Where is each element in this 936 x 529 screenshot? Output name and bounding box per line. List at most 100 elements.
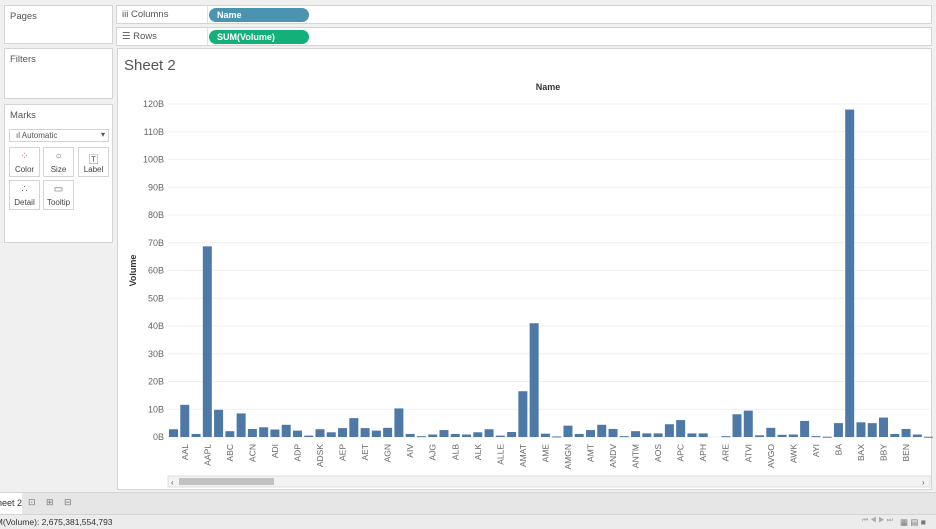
bar	[259, 427, 269, 437]
detail-label: Detail	[14, 198, 35, 207]
tooltip-button[interactable]: ▭ Tooltip	[43, 180, 74, 210]
bar	[270, 429, 280, 437]
size-label: Size	[50, 165, 67, 174]
bar	[879, 417, 889, 437]
bar	[292, 430, 302, 437]
y-tick-label: 90B	[148, 182, 164, 192]
bar	[428, 434, 438, 437]
pages-card[interactable]: Pages	[4, 5, 113, 44]
sheet-view: Sheet 2 Name Volume 0B 10B 20B 30B 40B 50B 60B 70…	[117, 48, 933, 490]
x-tick-label: APH	[698, 444, 708, 461]
bar	[507, 432, 517, 437]
bar	[856, 422, 866, 437]
size-button[interactable]: ○ Size	[43, 147, 74, 177]
bar	[495, 435, 505, 437]
bar	[439, 430, 449, 437]
bar	[405, 433, 415, 437]
view-mode-icon[interactable]: ▦ ▤ ■	[900, 517, 926, 527]
scroll-left-icon[interactable]: ‹	[171, 478, 174, 487]
bar	[890, 433, 900, 437]
bar	[315, 429, 325, 437]
pages-title: Pages	[10, 11, 37, 22]
new-dashboard-icon[interactable]: ⊞	[46, 497, 54, 507]
status-bar: SUM(Volume): 2,675,381,554,793 ⏮ ◀ ▶ ⏭ ▦…	[0, 514, 936, 529]
tab-sheet-2[interactable]: Sheet 2	[0, 493, 22, 514]
y-tick-label: 70B	[148, 238, 164, 248]
bar	[529, 323, 539, 437]
bar	[574, 433, 584, 437]
page-nav-icon[interactable]: ⏮ ◀ ▶ ⏭	[862, 517, 893, 524]
mark-type-dropdown[interactable]: ıl Automatic ▾	[9, 129, 109, 142]
filters-card[interactable]: Filters	[4, 48, 113, 99]
bar	[450, 433, 460, 437]
bar	[642, 433, 652, 437]
x-tick-label: ALB	[450, 444, 460, 460]
bar	[360, 428, 370, 437]
bar	[743, 410, 753, 437]
x-tick-label: AET	[360, 444, 370, 461]
x-tick-label: AEP	[338, 444, 348, 461]
sum-volume-pill[interactable]: SUM(Volume)	[209, 30, 309, 44]
x-tick-label: AME	[540, 444, 550, 463]
x-tick-label: ADSK	[315, 444, 325, 467]
bar	[394, 408, 404, 437]
bar-chart: Name Volume 0B 10B 20B 30B 40B 50B 60B 70B 80B 90B 1…	[128, 82, 933, 488]
bar	[383, 427, 393, 437]
y-tick-label: 100B	[143, 155, 164, 165]
x-tick-label: ABC	[225, 444, 235, 461]
x-tick-label: ANTM	[631, 444, 641, 468]
bar	[845, 109, 855, 438]
x-tick-label: AAPL	[202, 444, 212, 466]
bar	[236, 413, 246, 437]
rows-label: ☰ Rows	[122, 31, 157, 42]
x-axis-title: Name	[536, 82, 561, 92]
y-tick-label: 110B	[144, 127, 164, 137]
x-tick-label: BEN	[901, 444, 911, 461]
detail-button[interactable]: ∴ Detail	[9, 180, 40, 210]
bar	[462, 434, 472, 437]
bar	[687, 433, 697, 437]
horizontal-scrollbar[interactable]	[167, 475, 931, 488]
label-label: Label	[83, 165, 104, 174]
bar	[777, 434, 787, 437]
x-tick-label: AMT	[585, 444, 595, 462]
columns-shelf[interactable]: iii Columns Name	[116, 5, 932, 24]
y-tick-label: 10B	[148, 404, 164, 414]
x-tick-label: ADI	[270, 444, 280, 458]
name-pill[interactable]: Name	[209, 8, 309, 22]
bar	[540, 433, 550, 437]
new-story-icon[interactable]: ⊟	[64, 497, 72, 507]
bar	[214, 409, 224, 437]
marks-title: Marks	[10, 110, 36, 121]
x-tick-label: AGN	[383, 444, 393, 462]
bar	[833, 423, 843, 437]
scroll-right-icon[interactable]: ›	[922, 478, 925, 487]
y-axis-title: Volume	[128, 255, 138, 287]
bar	[755, 435, 765, 437]
x-tick-label: ARE	[721, 444, 731, 462]
x-tick-label: AMAT	[518, 444, 528, 467]
label-button[interactable]: 🅃 Label	[78, 147, 109, 177]
bar	[202, 246, 212, 437]
rows-icon: ☰	[122, 31, 134, 42]
bar	[247, 428, 257, 437]
x-tick-label: ATVI	[743, 444, 753, 462]
bar	[191, 433, 201, 437]
bar-icon: ıl	[16, 131, 22, 140]
tooltip-label: Tooltip	[46, 198, 71, 207]
detail-dots-icon: ∴	[21, 184, 28, 195]
label-text-icon: 🅃	[88, 155, 99, 166]
x-tick-label: ALK	[473, 444, 483, 460]
y-tick-label: 120B	[143, 99, 164, 109]
rows-shelf[interactable]: ☰ Rows SUM(Volume)	[116, 27, 932, 46]
bar	[518, 391, 528, 437]
bar	[552, 436, 562, 438]
x-tick-label: AYI	[811, 444, 821, 457]
bar	[225, 431, 235, 437]
scrollbar-thumb[interactable]	[179, 478, 274, 485]
new-worksheet-icon[interactable]: ⊡	[28, 497, 36, 507]
size-circles-icon: ○	[55, 151, 62, 162]
color-button[interactable]: ⁘ Color	[9, 147, 40, 177]
bar	[664, 424, 674, 437]
y-tick-label: 80B	[148, 210, 164, 220]
